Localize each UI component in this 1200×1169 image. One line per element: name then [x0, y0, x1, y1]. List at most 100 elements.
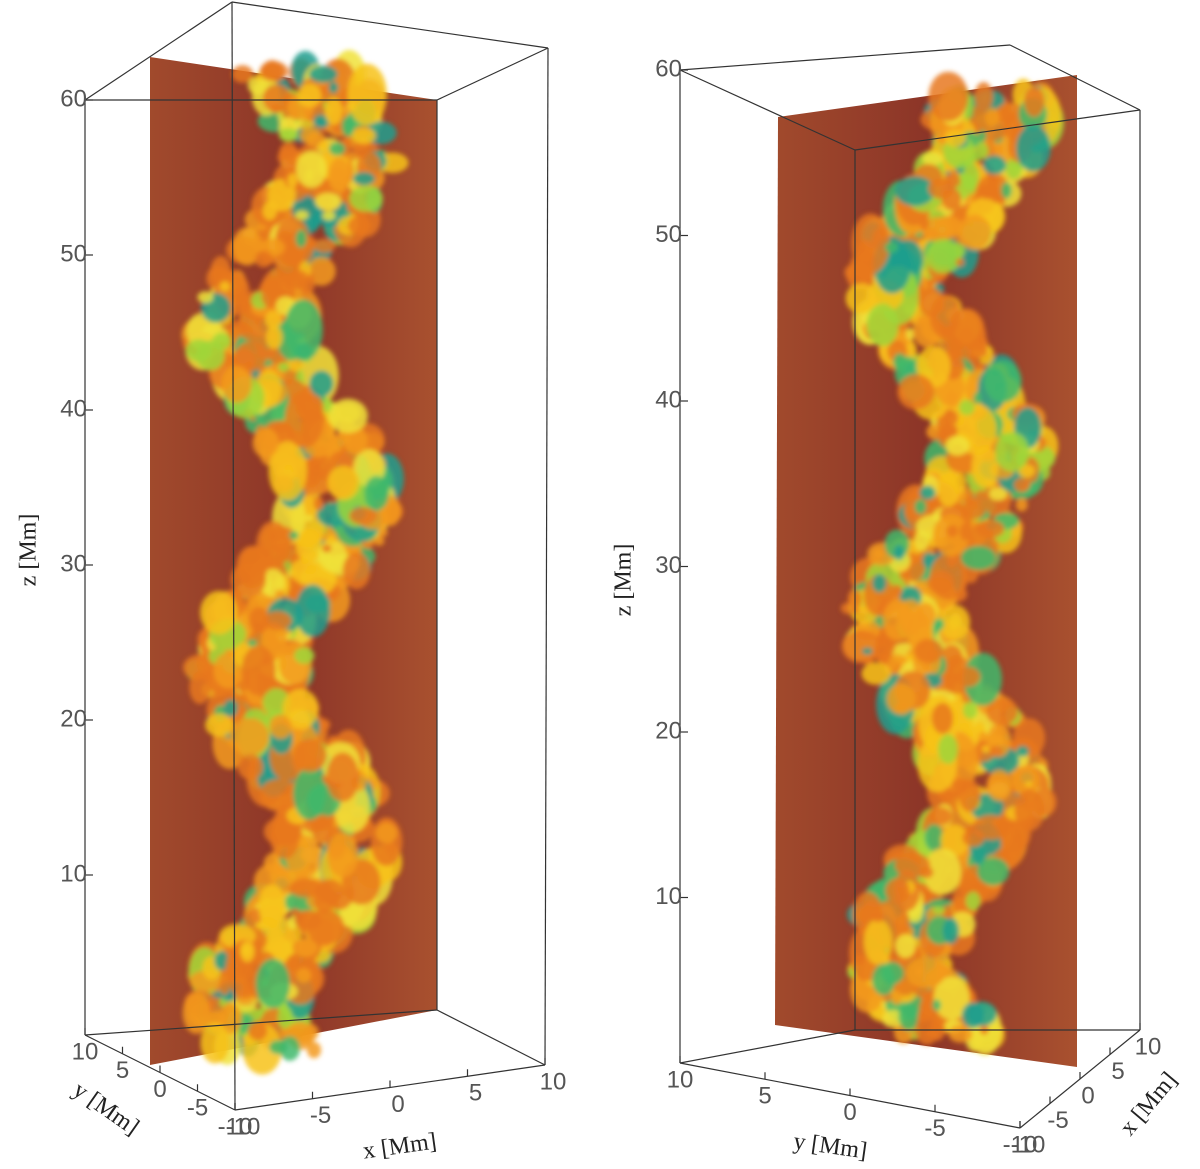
plume-blob [313, 238, 336, 253]
plume [181, 49, 409, 1075]
plume-blob [861, 647, 873, 655]
plume-blob [944, 129, 967, 147]
z-tick-label: 20 [60, 705, 87, 732]
z-tick-label: 20 [655, 717, 682, 744]
z-tick-label: 30 [655, 552, 682, 579]
y-tick-label: -5 [187, 1095, 208, 1122]
plume-blob [959, 399, 975, 416]
plume-blob [314, 192, 341, 211]
plume-blob [304, 515, 315, 522]
plume-blob [299, 126, 320, 145]
z-tick-label: 30 [60, 550, 87, 577]
plume-blob [205, 713, 234, 737]
plume-blob [341, 116, 355, 137]
plume-blob [1023, 86, 1045, 117]
z-tick-label: 60 [60, 85, 87, 112]
plume-blob [882, 599, 914, 641]
plume-blob [306, 1041, 322, 1059]
plume-blob [232, 285, 247, 307]
plume-blob [349, 506, 377, 525]
plume-blob [265, 325, 283, 350]
plume-blob [927, 570, 955, 595]
plume-blob [919, 216, 930, 230]
x-tick-label: 10 [540, 1068, 567, 1095]
plume-blob [219, 978, 230, 995]
x-axis-label: x [Mm] [1115, 1067, 1182, 1140]
y-tick-label: -10 [1003, 1131, 1038, 1158]
plume-blob [297, 83, 322, 108]
plume-blob [197, 291, 214, 304]
plume-blob [200, 1022, 230, 1064]
plume-blob [928, 178, 955, 199]
box-edge [231, 1, 236, 1111]
plume-blob [296, 967, 312, 983]
plume-blob [214, 951, 230, 971]
plume-blob [849, 607, 859, 615]
plume-blob [966, 1001, 997, 1027]
plume-blob [845, 283, 877, 314]
plume-blob [1001, 182, 1012, 199]
box-edge [854, 109, 1141, 151]
plume-blob [221, 365, 252, 403]
plume-blob [269, 104, 284, 114]
plume-blob [258, 884, 286, 928]
plume-blob [964, 494, 975, 506]
z-tick-label: 10 [60, 860, 87, 887]
plume-blob [948, 1025, 973, 1043]
plume-blob [866, 303, 899, 347]
plume-blob [923, 848, 962, 896]
x-axis-label: x [Mm] [361, 1128, 438, 1164]
plume-blob [329, 142, 346, 156]
plume-blob [182, 992, 211, 1034]
plume-blob [924, 1030, 934, 1037]
plume-blob [937, 734, 958, 764]
plume-blob [971, 445, 999, 488]
plume-blob [958, 779, 981, 812]
plume-blob [897, 374, 935, 410]
plume-blob [984, 360, 1022, 403]
plume-blob [893, 544, 905, 560]
plume-blob [934, 215, 963, 238]
plume [840, 71, 1065, 1056]
plume-blob [295, 584, 331, 638]
plume-blob [342, 552, 371, 590]
plume-blob [269, 814, 300, 860]
plume-blob [954, 666, 981, 687]
plume-blob [933, 618, 945, 631]
plume-blob [974, 519, 1005, 538]
plume-blob [946, 524, 958, 537]
z-tick-label: 50 [60, 240, 87, 267]
plume-blob [295, 229, 307, 248]
plume-blob [288, 531, 299, 540]
plume-blob [328, 398, 368, 434]
plume-blob [259, 61, 288, 82]
plume-blob [982, 155, 1007, 175]
plume-blob [974, 81, 993, 111]
plume-blob [959, 522, 972, 541]
box-edge [231, 1, 549, 49]
x-tick-label: 5 [1111, 1058, 1124, 1085]
y-tick-label: -5 [924, 1115, 945, 1142]
plume-blob [945, 435, 970, 456]
plume-blob [248, 1021, 268, 1041]
plume-blob [939, 604, 971, 640]
plume-blob [263, 611, 292, 631]
z-tick-label: 10 [655, 883, 682, 910]
plume-blob [294, 909, 322, 931]
x-tick-label: -10 [1011, 1131, 1046, 1158]
plume-blob [259, 778, 299, 812]
plume-blob [294, 647, 315, 664]
plume-blob [252, 427, 279, 458]
plume-blob [230, 562, 267, 598]
box-edge [436, 47, 549, 101]
plume-blob [328, 81, 339, 94]
plume-blob [943, 409, 959, 426]
plume-blob [347, 216, 372, 236]
plume-blob [287, 173, 298, 188]
plume-blob [234, 341, 268, 372]
y-tick-label: -10 [218, 1113, 253, 1140]
y-axis-label: y [Mm] [68, 1077, 144, 1141]
x-tick-label: 0 [391, 1091, 404, 1118]
plume-blob [212, 332, 232, 350]
plume-blob [223, 699, 238, 717]
